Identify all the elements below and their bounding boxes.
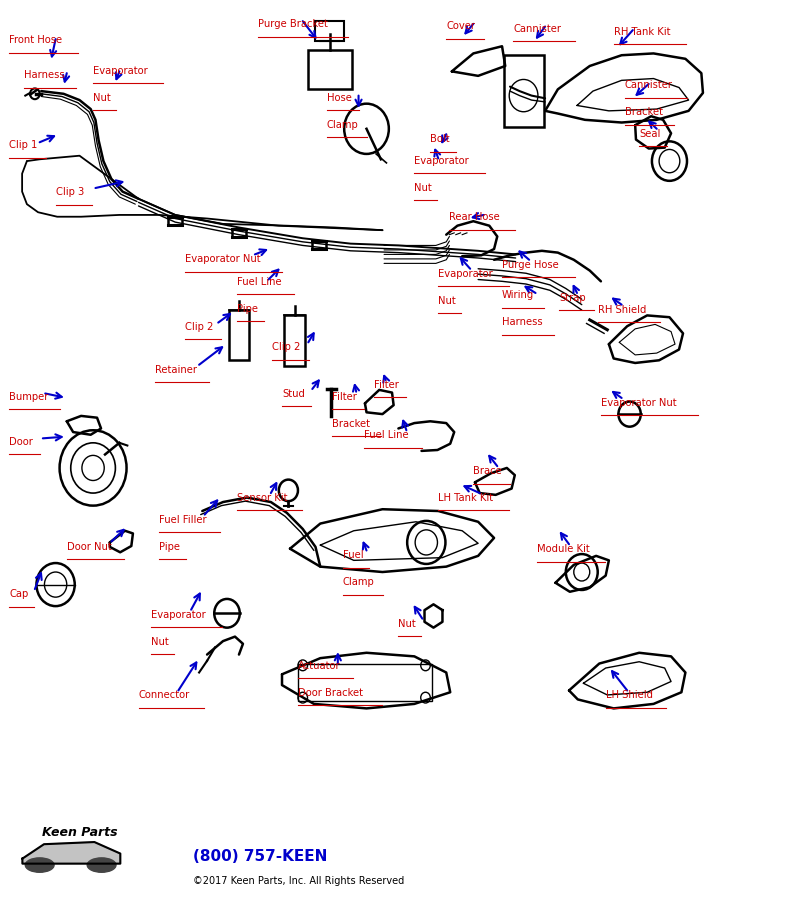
- Text: Purge Hose: Purge Hose: [502, 260, 558, 270]
- Text: Fuel Filler: Fuel Filler: [159, 515, 207, 525]
- Text: Filter: Filter: [332, 392, 357, 401]
- Text: Module Kit: Module Kit: [537, 544, 590, 554]
- Text: Bracket: Bracket: [332, 418, 370, 428]
- Text: Nut: Nut: [398, 618, 416, 629]
- Text: Clip 1: Clip 1: [10, 140, 38, 150]
- Text: Evaporator Nut: Evaporator Nut: [185, 255, 260, 265]
- Text: Hose: Hose: [326, 93, 351, 103]
- Circle shape: [87, 858, 116, 872]
- Text: Evaporator Nut: Evaporator Nut: [601, 398, 677, 408]
- Text: Evaporator: Evaporator: [438, 269, 493, 279]
- Text: Clamp: Clamp: [326, 120, 358, 130]
- Bar: [315, 21, 344, 40]
- Text: Nut: Nut: [438, 296, 456, 306]
- Text: Clamp: Clamp: [342, 578, 374, 588]
- Text: Wiring: Wiring: [502, 291, 534, 301]
- Text: Cannister: Cannister: [625, 80, 673, 90]
- Text: Bumper: Bumper: [10, 392, 49, 401]
- Bar: [307, 50, 352, 89]
- Text: Cannister: Cannister: [514, 23, 562, 34]
- Text: Pipe: Pipe: [237, 304, 258, 314]
- Text: Pipe: Pipe: [159, 542, 180, 552]
- Text: Connector: Connector: [138, 690, 190, 700]
- Polygon shape: [22, 842, 120, 864]
- Text: Evaporator: Evaporator: [93, 66, 148, 76]
- Text: Sensor Kit: Sensor Kit: [237, 493, 287, 503]
- Text: Rear Hose: Rear Hose: [450, 212, 500, 222]
- Text: Cover: Cover: [446, 21, 475, 32]
- Text: Bracket: Bracket: [625, 107, 663, 117]
- Text: Front Hose: Front Hose: [10, 35, 62, 46]
- Text: RH Shield: RH Shield: [598, 304, 646, 315]
- Text: (800) 757-KEEN: (800) 757-KEEN: [193, 850, 327, 864]
- Text: Filter: Filter: [374, 380, 399, 390]
- Text: Purge Bracket: Purge Bracket: [258, 19, 328, 30]
- Text: Evaporator: Evaporator: [151, 609, 206, 620]
- Text: Brace: Brace: [474, 466, 502, 476]
- Text: Keen Parts: Keen Parts: [42, 826, 118, 839]
- Text: Evaporator: Evaporator: [414, 156, 469, 166]
- Bar: [229, 310, 250, 360]
- Bar: [285, 315, 305, 365]
- Text: Door Nut: Door Nut: [66, 542, 111, 552]
- Text: Door Bracket: Door Bracket: [298, 688, 363, 698]
- Text: LH Tank Kit: LH Tank Kit: [438, 493, 494, 503]
- Text: ©2017 Keen Parts, Inc. All Rights Reserved: ©2017 Keen Parts, Inc. All Rights Reserv…: [193, 877, 404, 886]
- Text: Stud: Stud: [282, 389, 305, 399]
- Text: Nut: Nut: [414, 183, 432, 193]
- Text: Cap: Cap: [10, 590, 29, 599]
- Text: Clip 3: Clip 3: [55, 187, 84, 197]
- Text: Harness: Harness: [24, 70, 64, 80]
- Bar: [504, 55, 543, 127]
- Text: Bolt: Bolt: [430, 134, 450, 144]
- Text: Clip 2: Clip 2: [273, 342, 301, 352]
- Text: Harness: Harness: [502, 317, 542, 328]
- Text: Door: Door: [10, 436, 34, 446]
- Text: Clip 2: Clip 2: [185, 321, 213, 332]
- Circle shape: [26, 858, 54, 872]
- Text: Fuel Line: Fuel Line: [364, 430, 409, 440]
- Text: Seal: Seal: [639, 129, 661, 139]
- Text: Actuator: Actuator: [298, 661, 341, 670]
- Text: Nut: Nut: [93, 93, 111, 103]
- Text: Retainer: Retainer: [155, 364, 198, 374]
- Text: Strap: Strap: [559, 293, 586, 303]
- Bar: [298, 663, 432, 701]
- Text: Fuel: Fuel: [342, 551, 363, 561]
- Text: RH Tank Kit: RH Tank Kit: [614, 26, 670, 37]
- Text: Nut: Nut: [151, 636, 169, 646]
- Text: LH Shield: LH Shield: [606, 690, 653, 700]
- Text: Fuel Line: Fuel Line: [237, 277, 281, 287]
